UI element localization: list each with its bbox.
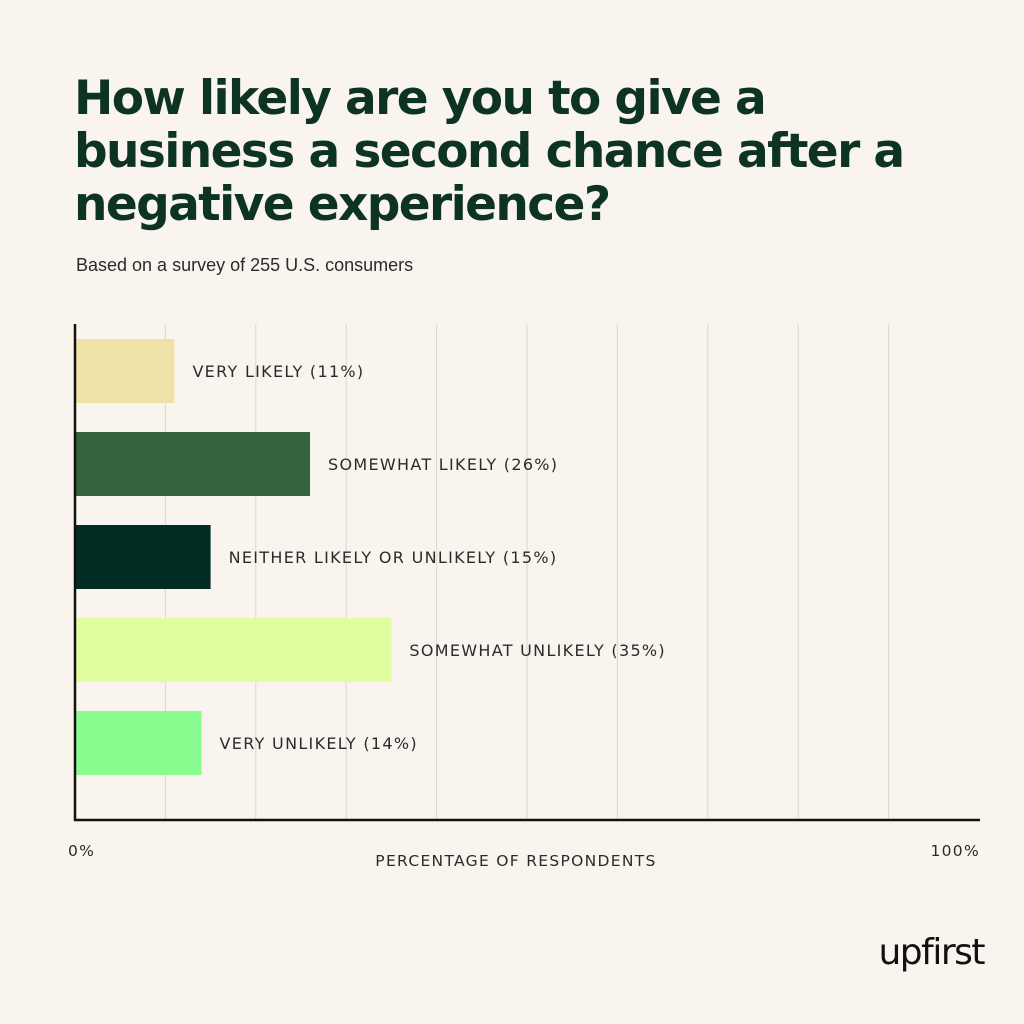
- bar-labels: VERY LIKELY (11%) SOMEWHAT LIKELY (26%) NE…: [192, 362, 666, 753]
- bars: [75, 339, 392, 775]
- x-tick-label-min: 0%: [68, 842, 95, 860]
- bar: [75, 618, 392, 682]
- x-axis-title: PERCENTAGE OF RESPONDENTS: [375, 852, 656, 870]
- upfirst-logo: upfirst: [878, 932, 985, 973]
- bar-label: SOMEWHAT UNLIKELY (35%): [409, 641, 666, 660]
- bar: [75, 339, 175, 403]
- bar-label: SOMEWHAT LIKELY (26%): [328, 455, 558, 474]
- bar-label: VERY LIKELY (11%): [192, 362, 364, 381]
- chart-title: How likely are you to give a business a …: [74, 71, 905, 232]
- chart-subtitle: Based on a survey of 255 U.S. consumers: [76, 255, 414, 275]
- bar: [75, 711, 202, 775]
- x-tick-label-max: 100%: [930, 842, 980, 860]
- bar-label: NEITHER LIKELY OR UNLIKELY (15%): [229, 548, 558, 567]
- bar: [75, 525, 211, 589]
- bar: [75, 432, 311, 496]
- bar-label: VERY UNLIKELY (14%): [220, 734, 418, 753]
